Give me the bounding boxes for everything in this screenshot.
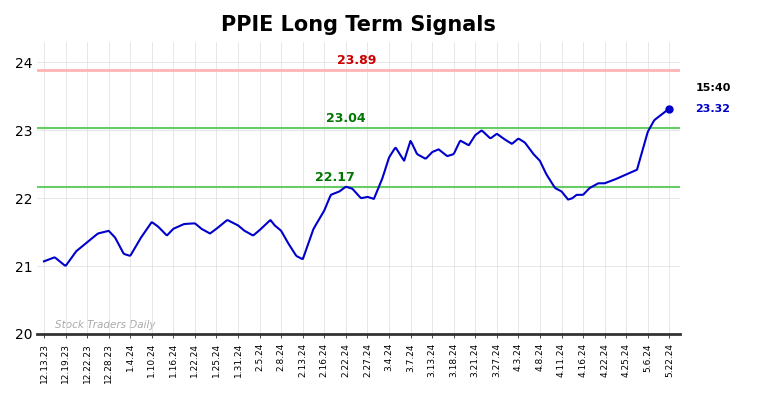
Text: Stock Traders Daily: Stock Traders Daily — [55, 320, 155, 330]
Text: 23.89: 23.89 — [337, 54, 376, 67]
Text: 23.32: 23.32 — [695, 103, 730, 113]
Text: 15:40: 15:40 — [695, 83, 731, 93]
Title: PPIE Long Term Signals: PPIE Long Term Signals — [221, 15, 496, 35]
Text: 23.04: 23.04 — [326, 112, 365, 125]
Text: 22.17: 22.17 — [315, 171, 355, 184]
